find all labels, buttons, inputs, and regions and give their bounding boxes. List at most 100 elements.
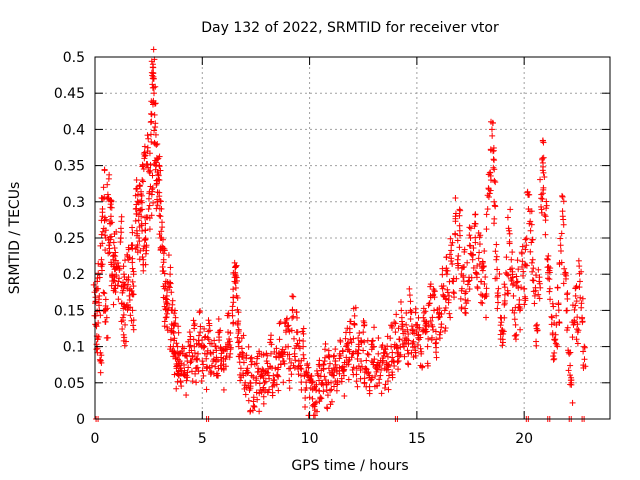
data-point-jitter — [341, 392, 348, 399]
data-point-jitter — [345, 376, 352, 383]
data-point-jitter — [381, 385, 388, 392]
data-point-jitter — [436, 335, 443, 342]
data-point — [405, 350, 412, 357]
data-point — [488, 126, 495, 133]
data-point — [156, 177, 163, 184]
data-point-jitter — [297, 362, 304, 369]
data-point-jitter — [210, 349, 217, 356]
data-point-jitter — [271, 382, 278, 389]
data-point-jitter — [494, 266, 501, 273]
data-point-jitter — [237, 377, 244, 384]
data-point-jitter — [108, 233, 115, 240]
data-point-jitter — [338, 375, 345, 382]
data-point-jitter — [361, 321, 368, 328]
data-point-jitter — [145, 195, 152, 202]
x-tick-label: 15 — [408, 431, 426, 447]
data-point-jitter — [481, 281, 488, 288]
data-point-jitter — [185, 364, 192, 371]
data-point-jitter — [579, 295, 586, 302]
data-point-jitter — [489, 119, 496, 126]
data-point — [197, 329, 204, 336]
data-point-jitter — [128, 287, 135, 294]
data-point-jitter — [226, 354, 233, 361]
data-point — [392, 329, 399, 336]
data-point-jitter — [130, 326, 137, 333]
data-point-jitter — [557, 235, 564, 242]
data-point-jitter — [491, 166, 498, 173]
data-point-jitter — [551, 337, 558, 344]
data-point-jitter — [524, 188, 531, 195]
data-point-jitter — [509, 274, 516, 281]
data-point-jitter — [193, 379, 200, 386]
data-point-jitter — [384, 353, 391, 360]
data-point-jitter — [564, 327, 571, 334]
data-point-jitter — [231, 259, 238, 266]
data-point-jitter — [476, 241, 483, 248]
data-point-jitter — [106, 245, 113, 252]
data-point-jitter — [170, 328, 177, 335]
data-point-jitter — [455, 252, 462, 259]
data-point-jitter — [144, 161, 151, 168]
data-point-jitter — [173, 363, 180, 370]
data-point-jitter — [349, 366, 356, 373]
data-point-jitter — [470, 245, 477, 252]
data-point-jitter — [160, 259, 167, 266]
data-point-jitter — [120, 263, 127, 270]
data-point-jitter — [147, 167, 154, 174]
data-point-jitter — [288, 371, 295, 378]
data-point-jitter — [216, 334, 223, 341]
data-point-jitter — [281, 320, 288, 327]
data-point-jitter — [114, 282, 121, 289]
data-point-jitter — [476, 261, 483, 268]
data-point-jitter — [173, 340, 180, 347]
data-point-jitter — [229, 312, 236, 319]
data-point-jitter — [561, 265, 568, 272]
data-point-jitter — [560, 221, 567, 228]
data-point-jitter — [104, 334, 111, 341]
data-point-jitter — [187, 342, 194, 349]
data-point-jitter — [232, 279, 239, 286]
data-point-jitter — [245, 343, 252, 350]
data-point-jitter — [407, 315, 414, 322]
data-point-jitter — [322, 340, 329, 347]
data-point-jitter — [151, 127, 158, 134]
data-point — [360, 329, 367, 336]
data-point — [546, 285, 553, 292]
data-point-jitter — [474, 285, 481, 292]
data-point — [285, 343, 292, 350]
data-point-jitter — [513, 273, 520, 280]
data-point-jitter — [371, 383, 378, 390]
data-point-jitter — [467, 243, 474, 250]
data-point-jitter — [158, 219, 165, 226]
data-point-jitter — [235, 330, 242, 337]
data-point — [443, 271, 450, 278]
data-point-jitter — [127, 304, 134, 311]
data-point-jitter — [342, 335, 349, 342]
data-point-jitter — [403, 309, 410, 316]
data-point — [377, 372, 384, 379]
data-point-jitter — [452, 195, 459, 202]
data-point-jitter — [189, 378, 196, 385]
data-point — [151, 111, 158, 118]
data-point-jitter — [533, 272, 540, 279]
data-point-jitter — [281, 349, 288, 356]
data-point-jitter — [313, 387, 320, 394]
data-point-jitter — [199, 367, 206, 374]
data-point-jitter — [154, 140, 161, 147]
data-point-jitter — [124, 281, 131, 288]
data-point-jitter — [201, 325, 208, 332]
data-point-jitter — [565, 367, 572, 374]
data-point-jitter — [292, 357, 299, 364]
data-point — [212, 343, 219, 350]
data-point-jitter — [497, 322, 504, 329]
data-point-jitter — [108, 204, 115, 211]
data-point-jitter — [152, 120, 159, 127]
data-point-jitter — [536, 280, 543, 287]
data-point-jitter — [542, 217, 549, 224]
data-point-jitter — [505, 290, 512, 297]
data-point-jitter — [164, 287, 171, 294]
data-point-jitter — [98, 359, 105, 366]
data-point-jitter — [365, 369, 372, 376]
data-point-jitter — [519, 258, 526, 265]
data-point-jitter — [446, 310, 453, 317]
